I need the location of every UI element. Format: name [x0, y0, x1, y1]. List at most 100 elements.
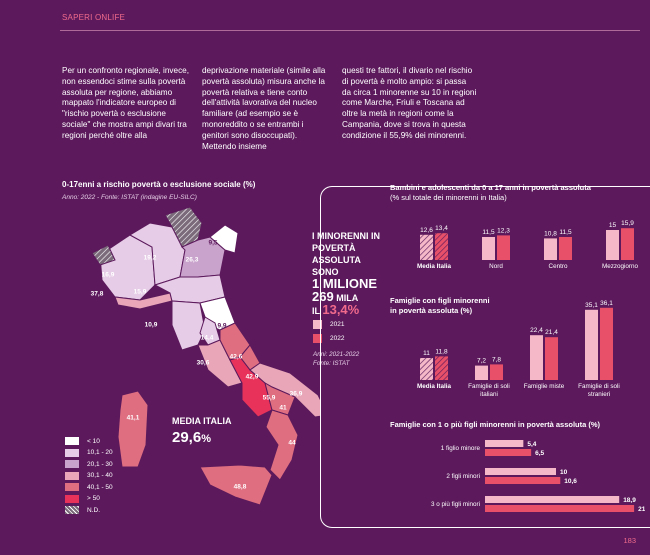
- region-value-label: 42,6: [229, 353, 243, 361]
- bar-2022: [435, 233, 448, 260]
- legend-2021-swatch: [313, 320, 322, 329]
- bar-2021: [485, 468, 556, 475]
- region-value-label: 42,9: [245, 373, 259, 381]
- bar-value-label: 10,6: [564, 478, 577, 485]
- bar-2021: [544, 238, 557, 260]
- region-value-label: 16,9: [101, 271, 115, 279]
- legend-swatch: [65, 506, 79, 514]
- bar-value-label: 12,6: [420, 227, 433, 234]
- category-label: Famiglie di soli: [578, 383, 620, 390]
- region-value-label: 9,9: [217, 322, 227, 330]
- callout-line-2: POVERTÀ ASSOLUTA: [312, 243, 361, 265]
- bar-value-label: 15,9: [621, 220, 634, 227]
- chart1-title-text: Bambini e adolescenti da 0 a 17 anni in …: [390, 183, 591, 192]
- bar-value-label: 7,8: [492, 356, 501, 363]
- bar-value-label: 13,4: [435, 225, 448, 232]
- legend-2022: 2022: [313, 334, 344, 343]
- bar-value-label: 12,3: [497, 227, 510, 234]
- bar-value-label: 6,5: [535, 450, 544, 457]
- media-italia-value: 29,6%: [172, 429, 211, 446]
- region-value-label: 14,4: [200, 334, 214, 342]
- region-value-label: 19,2: [143, 254, 157, 262]
- bar-2021: [420, 234, 433, 260]
- region-value-label: 30,6: [196, 359, 210, 367]
- header-divider: [60, 30, 640, 31]
- category-label: stranieri: [588, 391, 610, 398]
- bar-2022: [485, 449, 532, 456]
- bar-value-label: 36,1: [600, 300, 613, 307]
- legend-label: 20,1 - 30: [87, 460, 113, 468]
- category-label: 3 o più figli minori: [431, 501, 480, 508]
- bar-value-label: 10,8: [544, 230, 557, 237]
- bar-2021: [485, 440, 524, 447]
- legend-label: N.D.: [87, 506, 100, 514]
- bar-value-label: 7,2: [477, 358, 486, 365]
- bar-value-label: 5,4: [527, 441, 536, 448]
- callout-line-5: IL: [312, 306, 320, 316]
- bar-2022: [600, 307, 613, 380]
- bar-2022: [497, 235, 510, 260]
- region-value-label: 44: [288, 439, 296, 447]
- legend-label: 40,1 - 50: [87, 483, 113, 491]
- region-toscana: [171, 300, 206, 351]
- media-italia-label: MEDIA ITALIA: [172, 416, 232, 426]
- category-label: italiani: [480, 391, 498, 398]
- legend-2021-label: 2021: [330, 321, 345, 328]
- legend-item: 10,1 - 20: [65, 448, 113, 457]
- region-value-label: 41,1: [126, 414, 140, 422]
- region-sicilia: [199, 464, 273, 506]
- chart2: 11 11,8 Media Italia 7,2 7,8 Famiglie di soli…: [417, 300, 620, 398]
- bar-value-label: 15: [609, 222, 617, 229]
- bar-2022: [559, 237, 572, 260]
- callout: I MINORENNI IN POVERTÀ ASSOLUTA SONO 1 M…: [312, 230, 402, 317]
- italy-map: [91, 206, 320, 506]
- legend-label: 30,1 - 40: [87, 472, 113, 479]
- legend-2022-label: 2022: [330, 335, 345, 342]
- category-label: Media Italia: [417, 383, 451, 390]
- legend-2022-swatch: [313, 334, 322, 343]
- bar-2022: [490, 364, 503, 380]
- map-source: Anno: 2022 - Fonte: ISTAT (indagine EU-S…: [62, 194, 197, 201]
- media-value-unit: %: [201, 433, 211, 445]
- category-label: 1 figlio minore: [441, 445, 481, 452]
- bar-2021: [530, 335, 543, 380]
- bar-2021: [485, 496, 620, 503]
- intro-column-2: deprivazione materiale (simile alla pove…: [202, 66, 326, 151]
- bar-value-label: 11,5: [482, 229, 495, 236]
- map-title: 0-17enni a rischio povertà o esclusione …: [62, 180, 256, 189]
- callout-number-unit: MILA: [336, 293, 359, 303]
- bar-2021: [585, 309, 598, 380]
- region-calabria: [265, 409, 299, 481]
- region-value-label: 37,8: [90, 290, 104, 298]
- legend-swatch: [65, 460, 79, 468]
- region-puglia: [249, 362, 320, 418]
- region-value-label: 26,3: [185, 256, 199, 264]
- legend-swatch: [65, 437, 79, 445]
- region-value-label: 41: [279, 404, 287, 412]
- legend-item: < 10: [65, 437, 100, 445]
- legend-label: > 50: [87, 495, 100, 502]
- bar-value-label: 35,1: [585, 302, 598, 309]
- bar-value-label: 11: [423, 350, 430, 357]
- bar-2022: [621, 228, 634, 260]
- chart3: 1 figlio minore 5,4 6,5 2 figli minori 10 10,…: [431, 440, 645, 513]
- charts-bracket: [320, 186, 650, 528]
- category-label: Centro: [549, 263, 568, 270]
- media-value-number: 29,6: [172, 429, 202, 446]
- bar-value-label: 10: [560, 469, 568, 476]
- region-valle-aosta: [91, 244, 116, 266]
- region-basilicata: [264, 381, 296, 416]
- bar-2022: [435, 356, 448, 380]
- bar-2022: [485, 505, 635, 512]
- legend-item: 20,1 - 30: [65, 460, 113, 468]
- region-value-label: 9,5: [208, 239, 218, 247]
- chart3-title: Famiglie con 1 o più figli minorenni in …: [390, 420, 601, 429]
- callout-source: Anni: 2021-2022 Fonte: ISTAT: [313, 350, 359, 368]
- category-label: Famiglie di soli: [468, 383, 510, 390]
- chart2-title: Famiglie con figli minorenni in povertà …: [390, 296, 640, 315]
- category-label: Media Italia: [417, 263, 451, 270]
- category-label: Mezzogiorno: [602, 263, 639, 270]
- bar-value-label: 22,4: [530, 327, 543, 334]
- legend-item: 30,1 - 40: [65, 471, 113, 480]
